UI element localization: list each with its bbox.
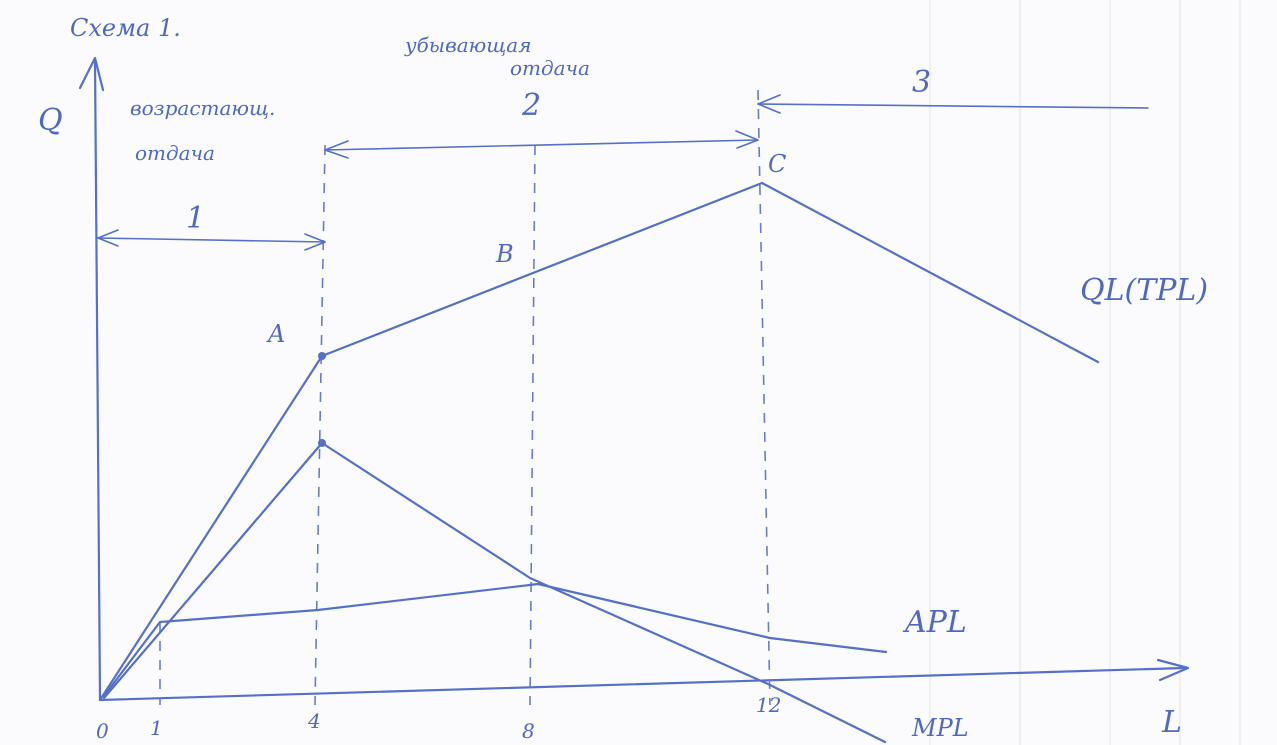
point-a-dot (318, 352, 326, 360)
background-grid (929, 0, 1241, 745)
origin-label: 0 (96, 719, 109, 743)
stage-3-number: 3 (912, 65, 931, 100)
diagram-title: Схема 1. (70, 14, 181, 42)
point-c-label: C (768, 150, 786, 178)
y-axis-label: Q (38, 103, 63, 138)
y-axis (93, 58, 102, 702)
point-a-label: A (266, 320, 285, 348)
point-b-label: B (495, 240, 514, 268)
mp-curve (102, 441, 887, 744)
tick-label-12: 12 (756, 693, 781, 717)
stage-3-arrow (757, 94, 1149, 114)
tp-curve (98, 181, 1100, 702)
stage-2-label-line2: отдача (510, 56, 590, 80)
stage-1-label-line2: отдача (135, 141, 215, 165)
x-axis-arrow (1156, 658, 1190, 682)
y-axis-arrow (78, 56, 105, 92)
tick-label-1: 1 (150, 716, 163, 740)
ap-curve-label: APL (902, 605, 967, 640)
tick-label-8: 8 (522, 719, 535, 743)
mp-curve-label: MPL (911, 714, 969, 742)
dash-line-8 (529, 144, 536, 706)
dash-line-12 (757, 89, 771, 706)
stage-1-label-line1: возрастающ. (130, 96, 275, 120)
stage-2-number: 2 (521, 88, 541, 123)
x-axis-label: L (1161, 705, 1182, 740)
ap-curve (102, 582, 888, 698)
dash-line-4 (314, 144, 326, 706)
tick-label-4: 4 (307, 709, 321, 733)
stage-1-number: 1 (186, 201, 205, 236)
stage-2-arrow (324, 130, 759, 159)
point-mp-max-dot (318, 439, 326, 447)
stage-1-arrow (97, 229, 326, 251)
x-axis (98, 666, 1187, 702)
stage-2-label-line1: убывающая (404, 33, 531, 57)
tp-curve-label: QL(TPL) (1080, 273, 1208, 308)
